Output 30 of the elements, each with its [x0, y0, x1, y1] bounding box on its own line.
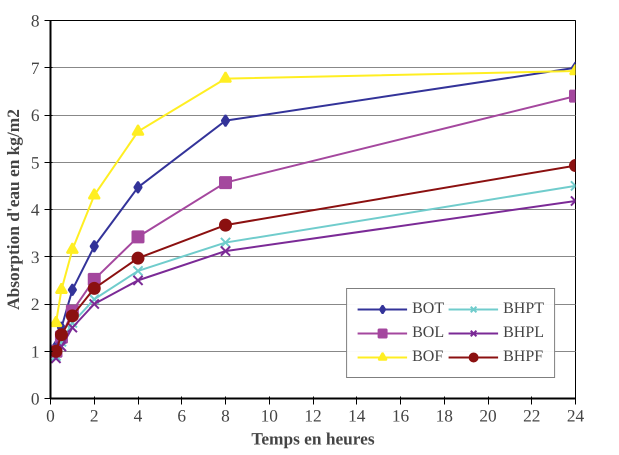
x-tick-label: 20	[479, 406, 497, 426]
x-tick-label: 14	[348, 406, 366, 426]
x-axis-title: Temps en heures	[251, 430, 375, 448]
x-tick-label: 10	[260, 406, 278, 426]
x-tick-label: 12	[304, 406, 322, 426]
x-tick-label: 22	[523, 406, 540, 426]
y-tick-label: 6	[30, 106, 40, 125]
y-tick-label: 0	[30, 390, 40, 408]
x-tick-label: 8	[221, 406, 230, 426]
legend-label: BHPT	[503, 300, 544, 318]
y-tick-label: 1	[30, 342, 40, 362]
x-tick-label: 2	[90, 406, 99, 426]
legend-label: BHPF	[503, 348, 544, 366]
y-tick-label: 2	[30, 295, 40, 314]
x-tick-label: 24	[566, 406, 584, 426]
y-tick-label: 5	[30, 153, 40, 172]
legend-label: BOL	[412, 324, 444, 342]
y-tick-label: 4	[30, 200, 40, 220]
x-tick-label: 0	[46, 406, 55, 426]
x-tick-label: 4	[134, 406, 143, 426]
y-axis-title: Absorption d'eau en kg/m2	[4, 109, 23, 310]
legend-label: BHPL	[503, 324, 544, 342]
legend-label: BOT	[412, 300, 444, 318]
x-tick-label: 18	[436, 406, 453, 426]
x-tick-label: 16	[392, 406, 410, 426]
legend-label: BOF	[412, 348, 444, 366]
y-tick-label: 7	[30, 58, 40, 78]
x-tick-label: 6	[177, 406, 186, 426]
y-tick-label: 8	[30, 12, 40, 30]
y-tick-label: 3	[30, 248, 40, 267]
